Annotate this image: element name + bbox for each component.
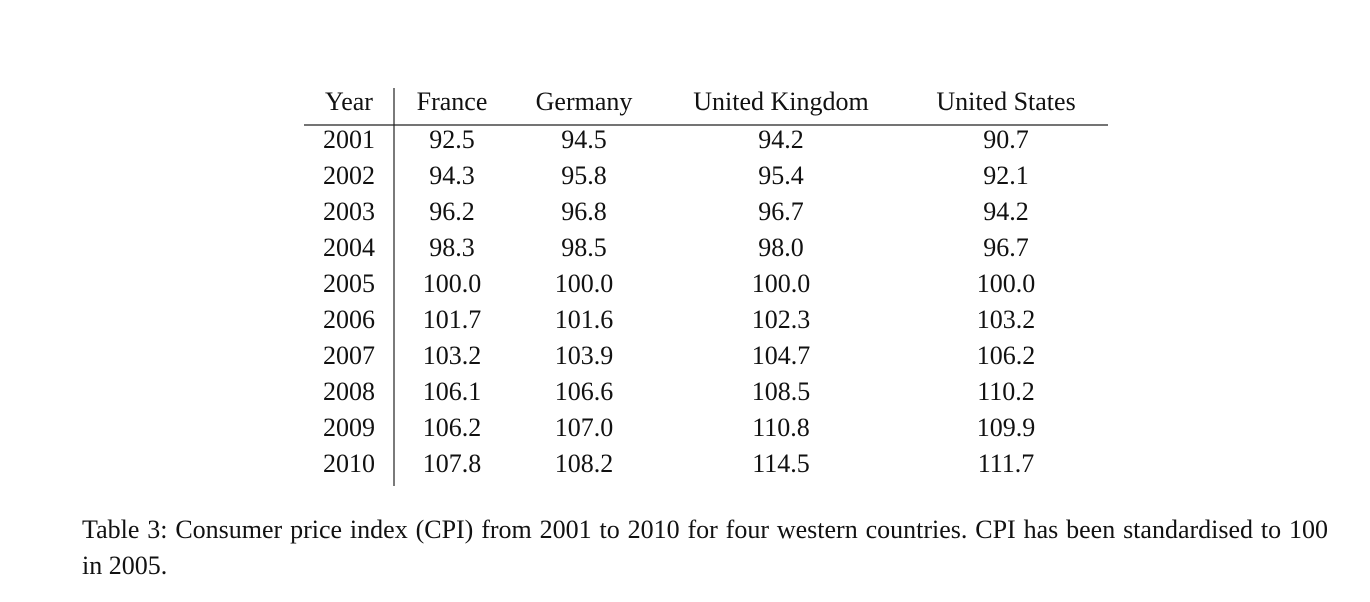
row-year: 2004 <box>323 233 375 262</box>
cell-value: 95.4 <box>758 161 804 190</box>
column-header: United Kingdom <box>693 87 869 116</box>
cell-value: 96.7 <box>758 197 804 226</box>
cell-value: 103.2 <box>977 305 1036 334</box>
cell-value: 101.6 <box>555 305 614 334</box>
cell-value: 90.7 <box>983 125 1029 154</box>
row-year: 2001 <box>323 125 375 154</box>
cell-value: 106.2 <box>977 341 1036 370</box>
row-year: 2005 <box>323 269 375 298</box>
cell-value: 111.7 <box>978 449 1035 478</box>
row-year: 2007 <box>323 341 375 370</box>
cell-value: 96.2 <box>429 197 475 226</box>
cell-value: 106.1 <box>423 377 482 406</box>
cell-value: 106.6 <box>555 377 614 406</box>
row-year: 2003 <box>323 197 375 226</box>
cell-value: 100.0 <box>555 269 614 298</box>
caption: Table 3: Consumer price index (CPI) from… <box>82 515 1328 580</box>
cell-value: 106.2 <box>423 413 482 442</box>
cell-value: 108.5 <box>752 377 811 406</box>
cell-value: 96.8 <box>561 197 607 226</box>
cell-value: 95.8 <box>561 161 607 190</box>
cell-value: 94.3 <box>429 161 475 190</box>
cell-value: 102.3 <box>752 305 811 334</box>
cell-value: 100.0 <box>977 269 1036 298</box>
cell-value: 98.5 <box>561 233 607 262</box>
cell-value: 103.2 <box>423 341 482 370</box>
cell-value: 92.1 <box>983 161 1029 190</box>
cell-value: 94.2 <box>758 125 804 154</box>
row-year: 2002 <box>323 161 375 190</box>
cell-value: 94.2 <box>983 197 1029 226</box>
row-year: 2010 <box>323 449 375 478</box>
cell-value: 109.9 <box>977 413 1036 442</box>
cell-value: 100.0 <box>752 269 811 298</box>
column-header: United States <box>936 87 1075 116</box>
cell-value: 108.2 <box>555 449 614 478</box>
row-year: 2008 <box>323 377 375 406</box>
cell-value: 98.0 <box>758 233 804 262</box>
row-year: 2009 <box>323 413 375 442</box>
cell-value: 96.7 <box>983 233 1029 262</box>
column-header: Germany <box>536 87 633 116</box>
cell-value: 100.0 <box>423 269 482 298</box>
cell-value: 107.0 <box>555 413 614 442</box>
cell-value: 107.8 <box>423 449 482 478</box>
cell-value: 110.8 <box>752 413 810 442</box>
cell-value: 94.5 <box>561 125 607 154</box>
cell-value: 103.9 <box>555 341 614 370</box>
cell-value: 101.7 <box>423 305 482 334</box>
cell-value: 114.5 <box>752 449 810 478</box>
column-header: France <box>417 87 488 116</box>
cell-value: 110.2 <box>977 377 1035 406</box>
column-header: Year <box>325 87 373 116</box>
cell-value: 92.5 <box>429 125 475 154</box>
table: Year France Germany United Kingdom United St… <box>304 87 1108 486</box>
row-year: 2006 <box>323 305 375 334</box>
cell-value: 98.3 <box>429 233 475 262</box>
cell-value: 104.7 <box>752 341 811 370</box>
